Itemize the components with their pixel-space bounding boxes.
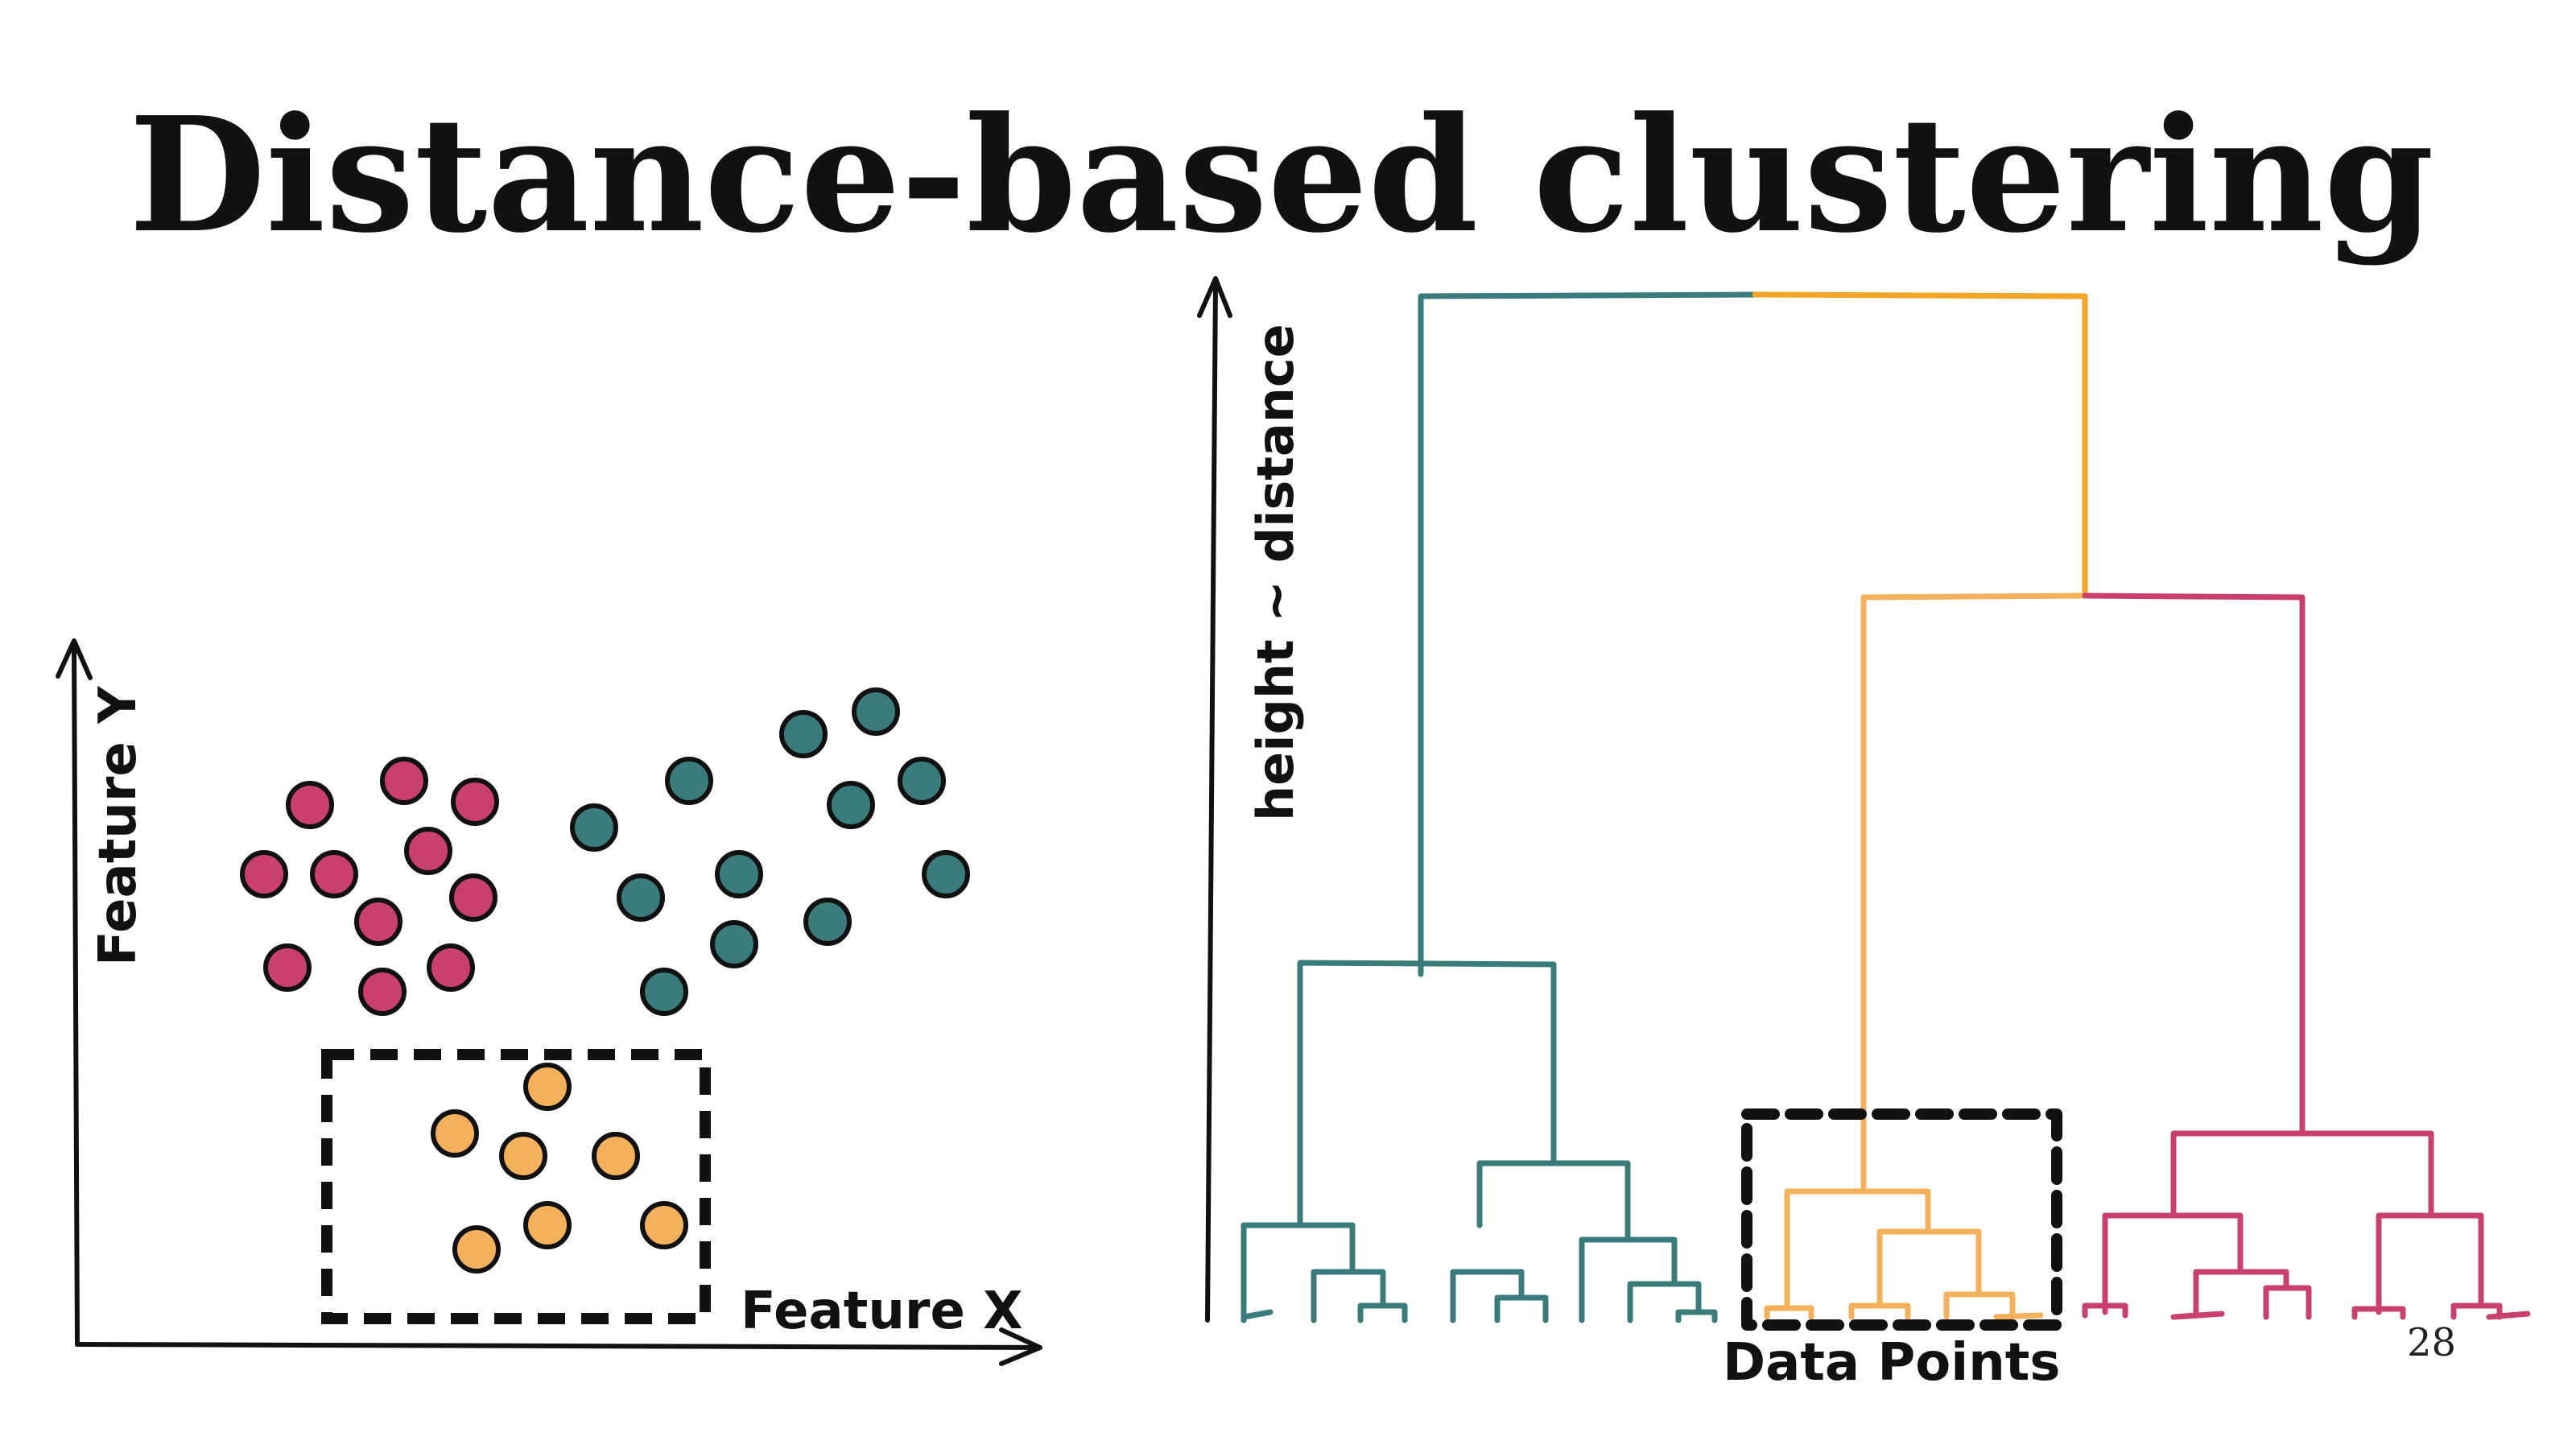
data-point (640, 1201, 688, 1249)
data-point (570, 803, 618, 852)
data-point (310, 850, 358, 898)
data-point (852, 687, 900, 736)
scatter-highlight-box (321, 1049, 711, 1324)
data-point (263, 943, 312, 992)
dendrogram: height ~ distance (1197, 276, 2531, 1393)
cluster-teal (570, 687, 970, 1016)
data-point (827, 781, 875, 829)
data-point (779, 710, 828, 758)
data-point (640, 968, 688, 1016)
data-point (617, 873, 665, 922)
data-point (427, 943, 475, 992)
scatter-plot: Feature Y Feature X (56, 638, 1042, 1366)
dendrogram-teal-branch (1241, 960, 1718, 1323)
scatter-y-label: Feature Y (89, 686, 148, 966)
data-point (358, 968, 407, 1016)
data-point (286, 781, 334, 829)
scatter-x-axis (75, 1327, 1042, 1366)
data-point (592, 1132, 640, 1180)
cluster-pink (240, 757, 499, 1016)
dendrogram-y-label: height ~ distance (1246, 324, 1305, 821)
dendrogram-y-axis (1197, 276, 1232, 1323)
dendrogram-x-label: Data Points (1723, 1333, 2060, 1393)
data-point (354, 898, 402, 946)
data-point (898, 757, 946, 805)
data-point (451, 778, 499, 826)
dendrogram-orange-branch (1764, 1188, 2044, 1320)
dendrogram-pink-branch (2082, 1130, 2531, 1320)
scatter-x-label: Feature X (741, 1282, 1022, 1341)
data-point (240, 850, 288, 898)
data-point (715, 850, 763, 898)
dendrogram-root (1418, 291, 2088, 977)
data-point (803, 898, 852, 946)
data-point (404, 827, 452, 875)
data-point (710, 920, 758, 968)
page-number: 28 (2407, 1320, 2457, 1365)
data-point (922, 850, 970, 898)
dendrogram-orange-pink-join (1860, 592, 2306, 1195)
data-point (665, 757, 713, 805)
data-point (523, 1201, 572, 1249)
cluster-orange (431, 1063, 688, 1274)
scatter-y-axis (56, 638, 93, 1347)
data-point (523, 1063, 572, 1111)
dendrogram-highlight-box (1741, 1108, 2062, 1331)
data-point (431, 1109, 479, 1158)
data-point (380, 757, 428, 805)
data-point (452, 1225, 501, 1274)
slide-title: Distance-based clustering (129, 83, 2434, 268)
data-point (449, 873, 497, 922)
data-point (499, 1132, 547, 1180)
